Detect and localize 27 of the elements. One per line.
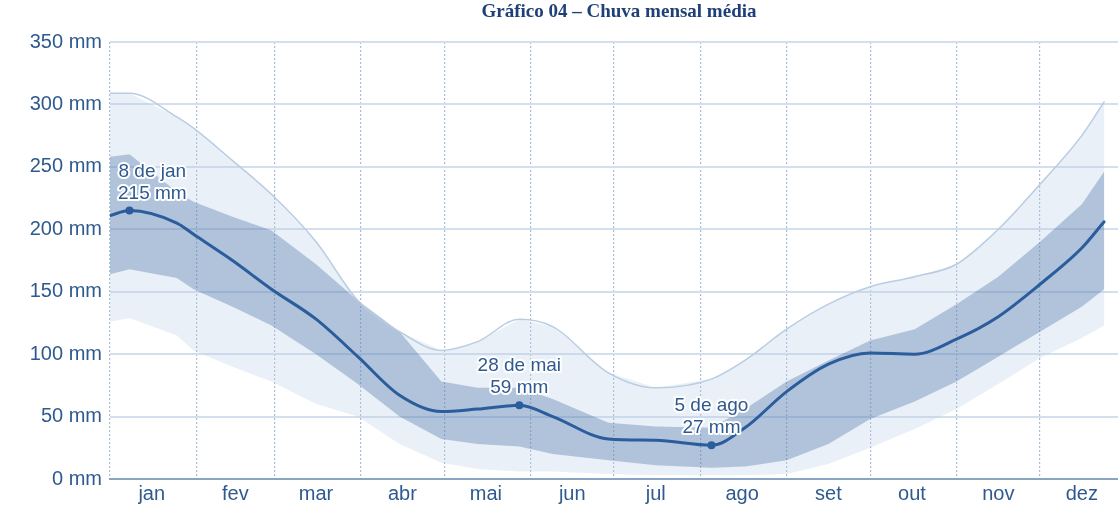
x-tick-label: nov [982,481,1015,504]
chart-title: Gráfico 04 – Chuva mensal média [480,0,758,22]
x-tick-label: fev [221,481,249,504]
y-tick-label: 50 mm [40,404,102,427]
x-tick-label: mai [469,481,503,504]
annotation: 28 de mai 59 mm [477,354,562,398]
x-tick-label: jan [137,481,166,504]
x-tick-label: jun [557,481,586,504]
point [515,401,524,410]
point [125,206,134,215]
y-tick-label: 150 mm [29,279,102,302]
annotation: 5 de ago 27 mm [674,394,749,438]
y-tick-label: 350 mm [29,29,102,52]
x-tick-label: dez [1065,481,1098,504]
y-tick-label: 100 mm [29,341,102,364]
x-tick-label: abr [387,481,418,504]
y-tick-label: 0 mm [52,466,102,489]
x-tick-label: mar [298,481,334,504]
y-tick-label: 200 mm [29,216,102,239]
y-tick-label: 250 mm [29,154,102,177]
x-tick-label: set [815,481,843,504]
x-tick-label: out [898,481,927,504]
x-tick-label: ago [725,481,759,504]
annotation: 8 de jan 215 mm [118,159,187,203]
y-tick-label: 300 mm [29,91,102,114]
point [707,441,716,450]
x-tick-label: jul [644,481,666,504]
